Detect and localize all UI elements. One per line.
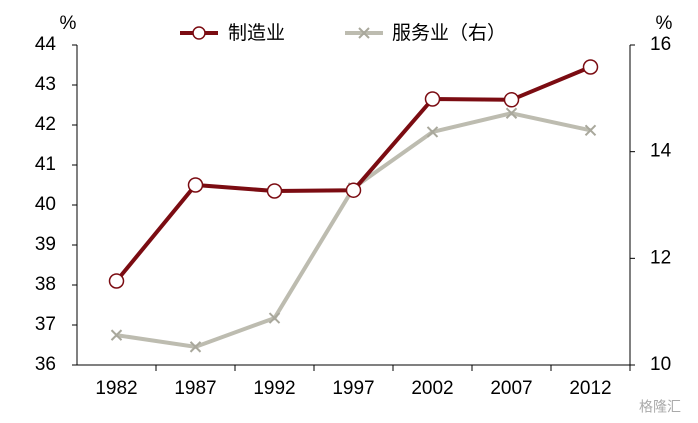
marker — [503, 92, 520, 108]
legend-label: 制造业 — [228, 22, 285, 44]
y2-unit: % — [656, 13, 673, 34]
x-tick-label: 2012 — [569, 378, 611, 399]
marker — [187, 177, 204, 193]
marker — [584, 124, 597, 137]
x-tick-label: 1997 — [332, 378, 374, 399]
marker — [189, 341, 202, 353]
y2-tick-label: 16 — [650, 34, 671, 55]
y2-tick-label: 10 — [650, 354, 671, 375]
y-tick-label: 38 — [35, 274, 56, 295]
x-tick-label: 2002 — [411, 378, 453, 399]
y-tick-label: 41 — [35, 154, 56, 175]
legend-label: 服务业（右） — [392, 22, 506, 44]
y-tick-label: 37 — [35, 314, 56, 335]
x-tick-label: 2007 — [490, 378, 532, 399]
y-tick-label: 42 — [35, 114, 56, 135]
y2-tick-label: 12 — [650, 247, 671, 268]
y2-tick-label: 14 — [650, 141, 672, 162]
marker — [268, 312, 281, 324]
legend-marker — [192, 26, 206, 40]
series-line — [116, 111, 591, 349]
marker — [358, 27, 370, 39]
y-tick-label: 43 — [35, 74, 56, 95]
marker — [505, 107, 518, 119]
marker — [345, 182, 362, 198]
marker — [266, 183, 283, 199]
marker — [424, 91, 441, 107]
marker — [426, 126, 439, 138]
x-tick-label: 1982 — [95, 378, 137, 399]
y-tick-label: 40 — [35, 194, 56, 215]
marker — [108, 273, 125, 289]
watermark: 格隆汇 — [639, 399, 681, 415]
x-tick-label: 1992 — [253, 378, 295, 399]
y-tick-label: 36 — [35, 354, 56, 375]
marker — [582, 59, 599, 75]
x-tick-label: 1987 — [174, 378, 216, 399]
y-tick-label: 39 — [35, 234, 56, 255]
y-unit: % — [60, 13, 77, 34]
y-tick-label: 44 — [35, 34, 57, 55]
marker — [110, 329, 123, 341]
series-line — [114, 65, 592, 283]
